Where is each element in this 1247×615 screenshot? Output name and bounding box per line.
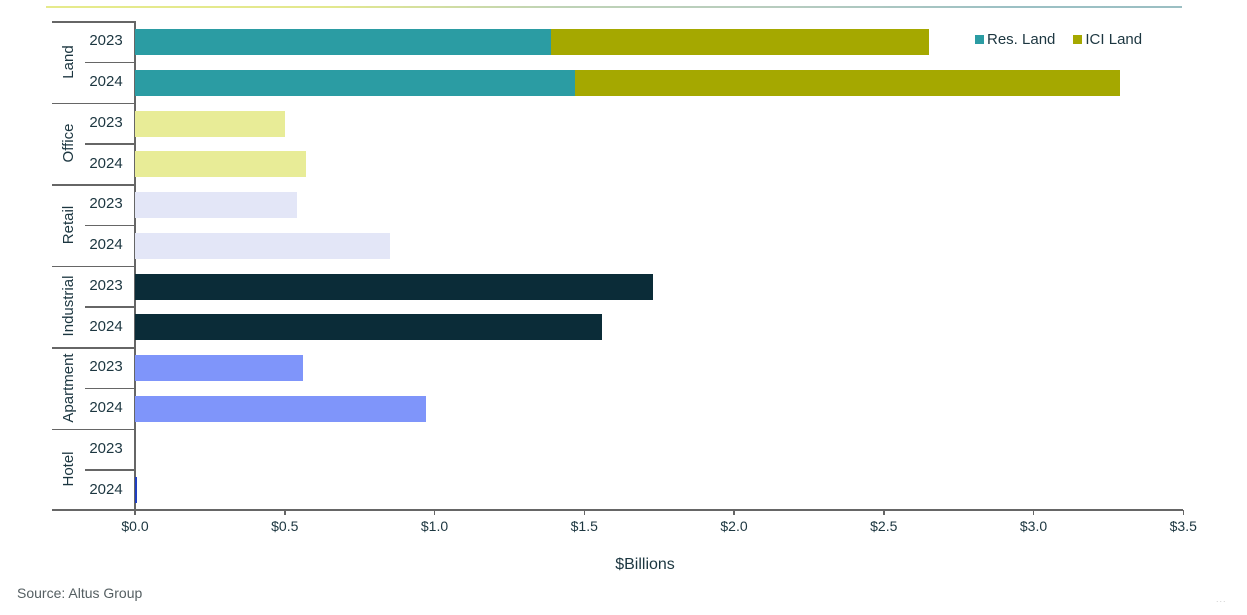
x-tick-label: $0.0 — [121, 518, 149, 534]
bar-segment-industrial — [135, 314, 603, 341]
x-axis-title: $Billions — [615, 556, 675, 573]
bar-office-2023 — [135, 110, 285, 137]
bar-segment-apartment — [135, 355, 303, 381]
x-tick — [583, 510, 585, 515]
year-label: 2023 — [89, 113, 123, 131]
bar-segment-retail — [135, 232, 390, 259]
x-tick-label: $3.5 — [1169, 518, 1197, 534]
bar-apartment-2023 — [135, 355, 303, 381]
bar-segment-apartment — [135, 395, 426, 422]
bar-segment-industrial — [135, 273, 654, 300]
bar-segment-office — [135, 151, 306, 178]
category-label-office: Office — [60, 123, 77, 163]
legend-label: Res. Land — [987, 31, 1056, 48]
bar-land-2023 — [135, 29, 929, 55]
category-separator — [52, 102, 135, 104]
legend-swatch-icon — [975, 35, 984, 44]
x-tick-label: $3.0 — [1019, 518, 1048, 534]
year-label: 2024 — [89, 154, 123, 172]
year-label: 2024 — [89, 317, 123, 335]
bar-apartment-2024 — [135, 395, 426, 422]
category-label-retail: Retail — [60, 205, 77, 244]
category-label-industrial: Industrial — [60, 275, 77, 337]
category-separator — [52, 428, 135, 430]
year-label: 2023 — [89, 358, 123, 376]
bar-segment-hotel — [135, 477, 137, 504]
category-separator — [52, 509, 135, 511]
year-separator — [85, 143, 135, 145]
bar-industrial-2023 — [135, 273, 654, 300]
year-label: 2024 — [89, 480, 123, 498]
category-label-hotel: Hotel — [60, 451, 77, 487]
category-separator — [52, 184, 135, 186]
x-tick — [1182, 510, 1184, 515]
bar-office-2024 — [135, 151, 306, 178]
x-tick-label: $0.5 — [271, 518, 299, 534]
year-separator — [85, 224, 135, 227]
x-tick-label: $2.0 — [720, 518, 748, 534]
x-tick-label: $1.5 — [570, 518, 598, 534]
bar-segment-res-land — [135, 29, 552, 55]
year-label: 2023 — [89, 276, 123, 294]
category-separator — [52, 265, 135, 267]
x-tick — [883, 510, 885, 515]
bar-segment-ici-land — [551, 29, 929, 55]
x-tick — [433, 510, 436, 515]
x-tick — [1032, 510, 1035, 515]
x-tick-label: $2.5 — [870, 518, 898, 534]
year-label: 2024 — [89, 236, 123, 254]
bar-segment-ici-land — [575, 69, 1121, 96]
legend-swatch-icon — [1073, 35, 1083, 44]
bar-retail-2023 — [135, 192, 297, 218]
top-rule — [46, 6, 1182, 8]
x-tick — [733, 510, 735, 515]
x-axis-line — [52, 509, 1183, 511]
bar-industrial-2024 — [135, 314, 603, 341]
bar-segment-retail — [135, 192, 297, 218]
year-separator — [85, 61, 135, 64]
year-label: 2024 — [89, 399, 123, 417]
legend-label: ICI Land — [1085, 31, 1143, 48]
x-tick — [134, 510, 136, 515]
year-label: 2023 — [89, 32, 123, 50]
year-label: 2024 — [89, 73, 123, 91]
bar-segment-office — [135, 110, 285, 137]
legend: Res. Land ICI Land — [975, 31, 1142, 48]
bar-retail-2024 — [135, 232, 390, 259]
bar-segment-res-land — [135, 69, 576, 96]
legend-item-res-land: Res. Land — [975, 31, 1055, 48]
legend-item-ici-land: ICI Land — [1073, 31, 1142, 48]
category-label-apartment: Apartment — [60, 353, 77, 423]
category-separator — [52, 347, 135, 349]
year-separator — [85, 469, 135, 471]
bar-hotel-2024 — [135, 477, 137, 504]
category-label-land: Land — [60, 45, 77, 79]
bar-land-2024 — [135, 69, 1121, 96]
year-separator — [85, 387, 135, 390]
category-separator — [52, 21, 135, 23]
x-tick-label: $1.0 — [420, 518, 449, 534]
source-note: Source: Altus Group — [17, 585, 143, 601]
year-label: 2023 — [89, 195, 123, 213]
year-separator — [85, 306, 135, 308]
x-tick — [284, 510, 286, 515]
more-options-icon[interactable]: ... — [1216, 594, 1227, 604]
year-label: 2023 — [89, 439, 123, 457]
